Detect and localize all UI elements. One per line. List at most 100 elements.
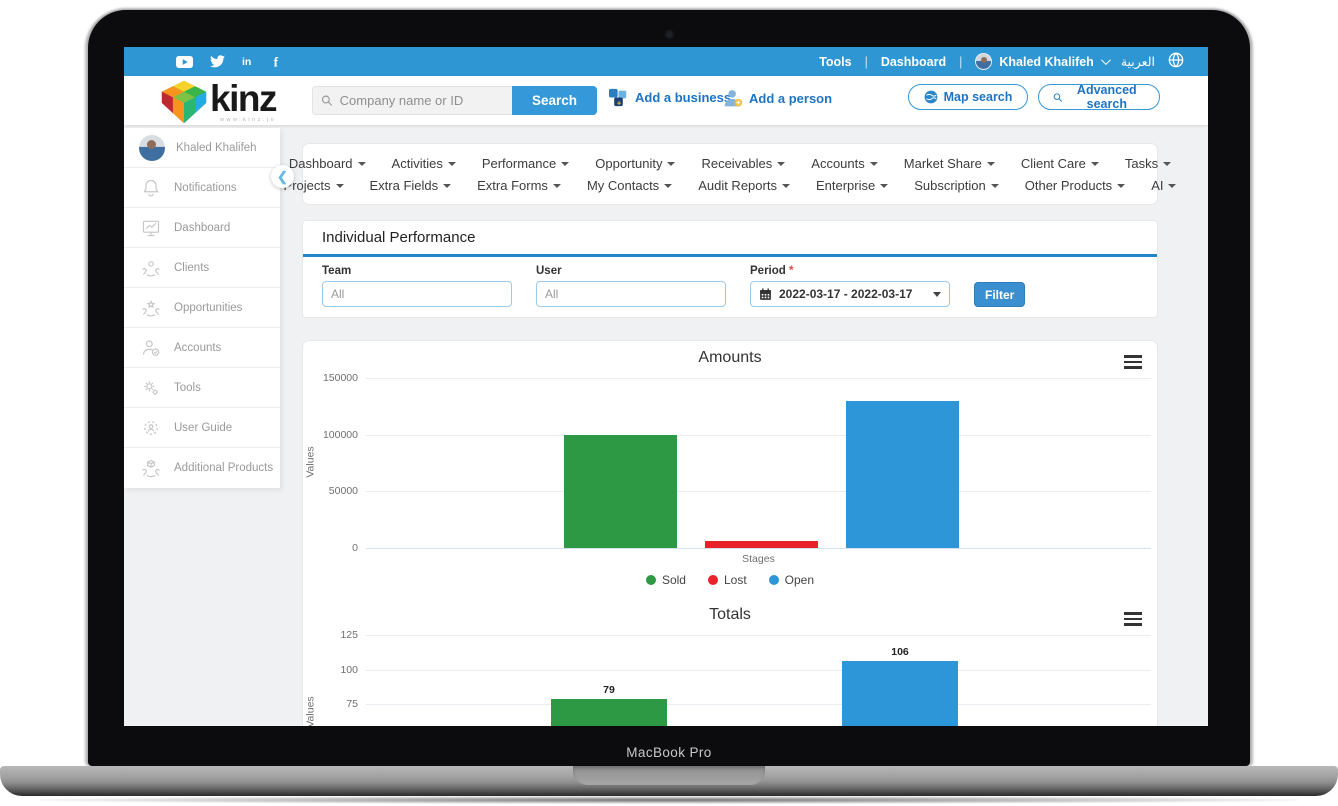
add-person-label: Add a person [749, 90, 833, 106]
add-business-label: Add a business [635, 90, 732, 105]
facebook-icon[interactable]: f [273, 55, 282, 69]
nav-item-activities[interactable]: Activities [392, 156, 456, 171]
language-link[interactable]: العربية [1120, 55, 1155, 69]
kinz-cube-icon [161, 80, 207, 124]
legend-item-open[interactable]: Open [768, 573, 814, 587]
nav-item-extra-forms[interactable]: Extra Forms [477, 178, 561, 193]
team-input[interactable] [322, 281, 512, 307]
search-button[interactable]: Search [512, 86, 597, 115]
sidebar-item-profile[interactable]: Khaled Khalifeh [124, 128, 280, 168]
search-input[interactable] [339, 93, 504, 108]
nav-item-label: Other Products [1024, 177, 1113, 193]
advanced-search-button[interactable]: Advanced search [1038, 83, 1160, 111]
user-name: Khaled Khalifeh [999, 54, 1094, 69]
kinz-logo[interactable]: kinz www.kinz.jo [158, 78, 277, 125]
y-tick: 0 [352, 542, 358, 554]
sidebar-item-label: Notifications [174, 181, 237, 194]
bar-lost[interactable] [705, 541, 818, 548]
nav-item-projects[interactable]: Projects [284, 178, 344, 193]
nav-item-subscription[interactable]: Subscription [914, 178, 999, 193]
sidebar-collapse-button[interactable]: ❮ [271, 165, 294, 188]
sidebar: Khaled Khalifeh Notifications Dashboard Cl… [124, 128, 280, 488]
user-avatar [975, 53, 993, 70]
sidebar-item-dashboard[interactable]: Dashboard [124, 208, 280, 248]
sidebar-item-tools[interactable]: Tools [124, 368, 280, 408]
chevron-down-icon [664, 184, 673, 188]
sidebar-item-accounts[interactable]: Accounts [124, 328, 280, 368]
nav-item-label: AI [1151, 177, 1164, 193]
individual-performance-card: Individual Performance Team User Period … [302, 220, 1158, 318]
nav-item-client-care[interactable]: Client Care [1021, 156, 1099, 171]
tools-link[interactable]: Tools [819, 54, 852, 69]
nav-item-extra-fields[interactable]: Extra Fields [370, 178, 452, 193]
y-tick: 150000 [322, 372, 358, 384]
nav-item-opportunity[interactable]: Opportunity [595, 155, 676, 171]
globe-icon[interactable] [1168, 52, 1184, 71]
sidebar-item-label: Additional Products [174, 462, 274, 474]
nav-item-tasks[interactable]: Tasks [1125, 156, 1172, 171]
legend-item-lost[interactable]: Lost [707, 573, 747, 587]
bar-open[interactable] [846, 400, 959, 548]
amounts-plot: 150000 100000 50000 0 [323, 372, 1151, 554]
separator: | [864, 54, 868, 69]
advanced-search-label: Advanced search [1076, 83, 1137, 111]
nav-item-audit-reports[interactable]: Audit Reports [698, 178, 790, 193]
nav-item-other-products[interactable]: Other Products [1024, 177, 1126, 193]
nav-item-receivables[interactable]: Receivables [701, 156, 786, 171]
twitter-icon[interactable] [210, 55, 225, 68]
bar-sold[interactable]: 79 [551, 684, 667, 726]
totals-plot: 125 100 75 50 79 106 [340, 629, 1151, 726]
chevron-down-icon [1100, 55, 1111, 66]
bar-sold[interactable] [564, 434, 677, 548]
chart-menu-icon[interactable] [1124, 612, 1142, 626]
sidebar-item-user-guide[interactable]: User Guide [124, 408, 280, 448]
legend-dot [707, 575, 718, 585]
hands-box-icon [139, 456, 163, 480]
nav-item-enterprise[interactable]: Enterprise [816, 178, 889, 193]
add-business-link[interactable]: + Add a business [608, 88, 731, 107]
period-value: 2022-03-17 - 2022-03-17 [779, 287, 913, 301]
chart-menu-icon[interactable] [1124, 355, 1142, 369]
chevron-down-icon [1090, 162, 1099, 166]
webcam-dot [665, 30, 674, 39]
add-person-link[interactable]: Add a person [723, 88, 832, 108]
app-screen: in f Tools | Dashboard | Khaled Khalifeh… [124, 47, 1208, 726]
sidebar-item-additional-products[interactable]: Additional Products [124, 448, 280, 488]
nav-item-accounts[interactable]: Accounts [811, 156, 878, 171]
add-business-icon: + [609, 88, 627, 107]
y-tick: 125 [340, 629, 358, 641]
sidebar-item-opportunities[interactable]: Opportunities [124, 288, 280, 328]
search-input-wrap [312, 86, 512, 115]
panel-title: Individual Performance [322, 229, 476, 246]
filter-button[interactable]: Filter [974, 282, 1026, 307]
bar-open[interactable]: 106 [842, 646, 958, 726]
top-blue-bar: in f Tools | Dashboard | Khaled Khalifeh… [124, 47, 1208, 76]
period-select[interactable]: 2022-03-17 - 2022-03-17 [750, 281, 950, 307]
sidebar-item-clients[interactable]: Clients [124, 248, 280, 288]
dashboard-link[interactable]: Dashboard [880, 54, 947, 69]
nav-item-my-contacts[interactable]: My Contacts [587, 178, 673, 193]
nav-row-2: Projects Extra Fields Extra Forms My Contac… [284, 177, 1177, 193]
company-search: Search [312, 86, 597, 115]
chevron-down-icon [777, 162, 786, 166]
chevron-down-icon [561, 162, 570, 166]
user-menu[interactable]: Khaled Khalifeh [975, 53, 1111, 70]
nav-item-label: Opportunity [595, 155, 663, 171]
youtube-icon[interactable] [176, 55, 193, 68]
nav-item-performance[interactable]: Performance [482, 156, 570, 171]
nav-item-dashboard[interactable]: Dashboard [289, 156, 366, 171]
legend-item-sold[interactable]: Sold [645, 573, 686, 587]
bell-icon [139, 176, 163, 200]
user-input[interactable] [536, 281, 726, 307]
logo-text: kinz [210, 78, 277, 119]
sidebar-item-notifications[interactable]: Notifications [124, 168, 280, 208]
avatar [139, 134, 165, 161]
linkedin-icon[interactable]: in [242, 55, 256, 68]
map-search-button[interactable]: Map search [908, 84, 1028, 110]
y-axis-label: Values [304, 696, 317, 726]
nav-item-ai[interactable]: AI [1151, 177, 1177, 193]
nav-item-market-share[interactable]: Market Share [904, 156, 995, 171]
required-asterisk: * [789, 265, 794, 277]
totals-chart: Totals Values 125 100 75 50 79 106 [303, 598, 1157, 726]
chevron-down-icon [869, 162, 878, 166]
